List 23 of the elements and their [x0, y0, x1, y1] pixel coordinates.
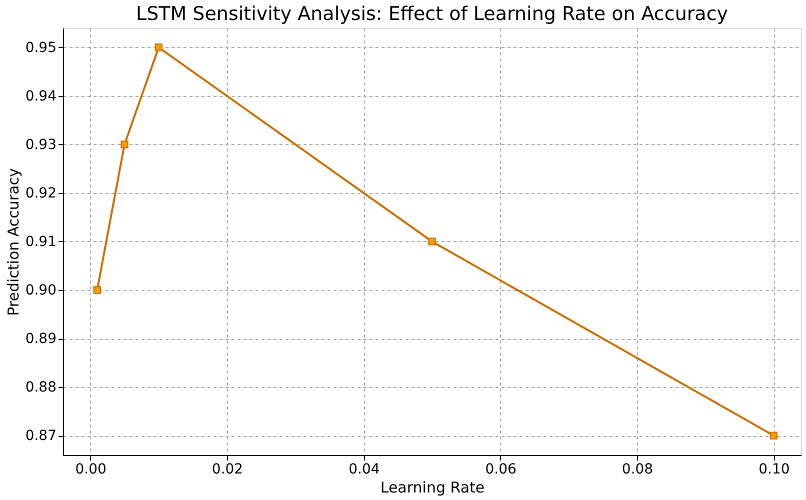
point	[428, 238, 436, 246]
x-tick-label: 0.00	[75, 462, 106, 478]
y-tick-label: 0.89	[25, 331, 56, 348]
x-tick-label: 0.10	[758, 462, 790, 478]
x-tick-label: 0.02	[212, 462, 244, 478]
y-tick-label: 0.91	[25, 234, 56, 250]
point	[120, 140, 128, 148]
y-tick-label: 0.92	[25, 185, 56, 202]
y-tick-label: 0.88	[25, 380, 56, 396]
point	[770, 432, 778, 440]
x-tick-label: 0.04	[348, 462, 380, 478]
y-tick-label: 0.90	[25, 282, 56, 299]
point	[93, 286, 102, 294]
y-tick-label: 0.94	[25, 88, 57, 104]
point	[154, 44, 163, 52]
y-tick-label: 0.95	[25, 40, 56, 56]
x-axis-title: Learning Rate	[380, 478, 485, 496]
x-tick-label: 0.06	[485, 462, 517, 478]
chart-title: LSTM Sensitivity Analysis: Effect of Learning Rate on Accuracy	[136, 3, 728, 25]
x-tick-label: 0.08	[622, 462, 654, 478]
y-axis-title: Prediction Accuracy	[4, 168, 22, 316]
y-tick-label: 0.87	[25, 428, 56, 444]
y-tick-label: 0.93	[25, 136, 56, 153]
